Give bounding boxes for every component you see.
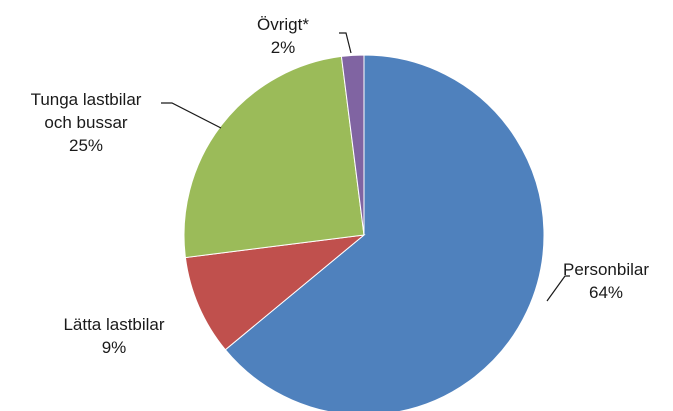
pie-slice-3 [340,54,365,236]
slice-name-label: Övrigt* [257,15,309,34]
slice-percent-label: 25% [69,136,103,155]
pie-slice-2 [183,55,365,259]
leader-line-2 [161,102,222,129]
slice-name-label: Lätta lastbilar [63,315,164,334]
slice-percent-label: 9% [102,338,127,357]
slice-name-label: Tunga lastbilar [31,90,142,109]
pie-slice-1 [184,234,366,351]
slice-label-0: Personbilar 64% [563,260,649,302]
slice-label-2: Tunga lastbilar och bussar 25% [31,90,142,155]
slice-name-label: och bussar [44,113,127,132]
slice-percent-label: 2% [271,38,296,57]
pie-slice-0 [224,54,545,411]
labels-layer: Personbilar 64% Lätta lastbilar 9% Tunga las… [31,15,650,357]
slice-percent-label: 64% [589,283,623,302]
slice-label-1: Lätta lastbilar 9% [63,315,164,357]
leader-line-3 [339,32,352,54]
slice-name-label: Personbilar [563,260,649,279]
slices-layer [183,54,545,411]
leader-lines-layer [161,32,570,302]
leader-line-0 [546,275,570,302]
slice-label-3: Övrigt* 2% [257,15,309,57]
